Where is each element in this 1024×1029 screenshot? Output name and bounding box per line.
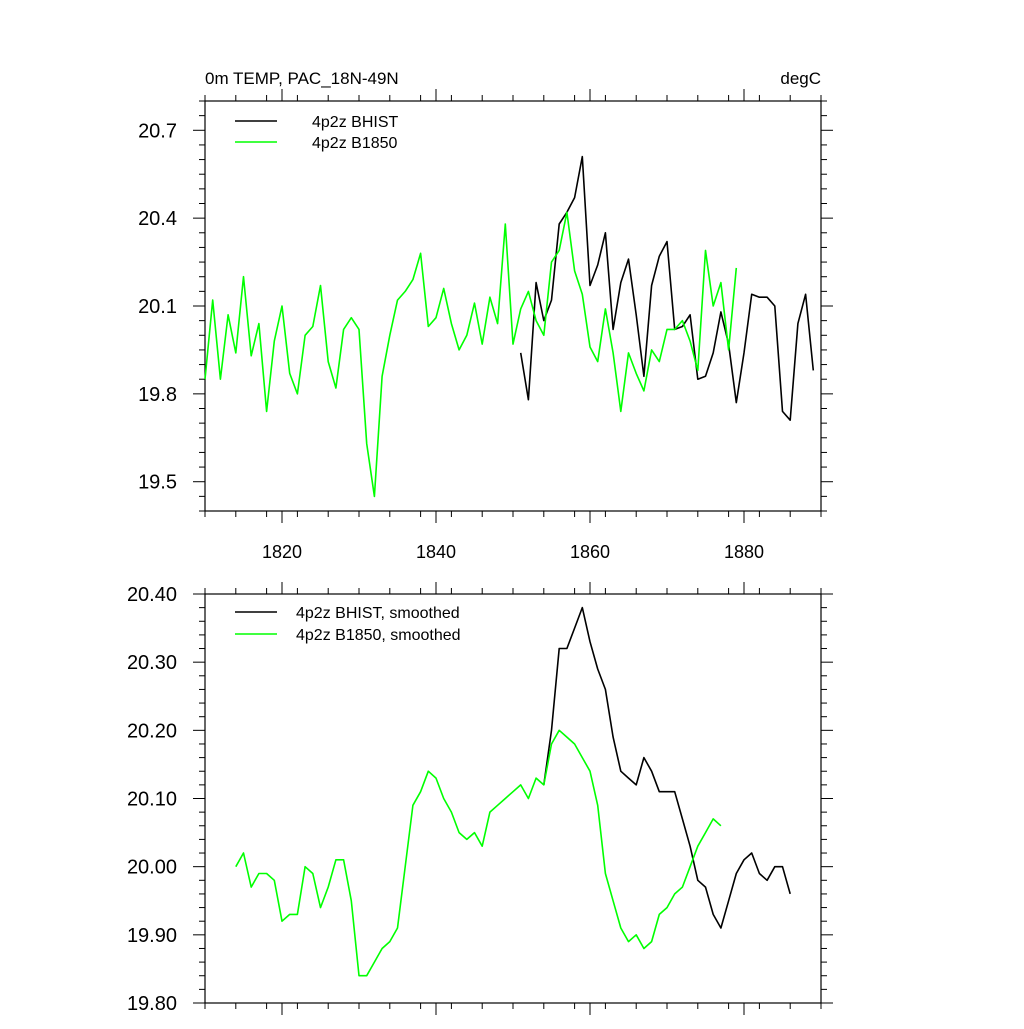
series-line-4p2z-b1850-smoothed	[235, 729, 722, 977]
y-tick-label: 19.90	[127, 925, 177, 947]
x-tick-label: 1820	[262, 542, 302, 562]
plot-frame	[204, 593, 822, 1004]
y-tick-label: 20.10	[127, 789, 177, 811]
top-legend: 4p2z BHIST 4p2z B1850	[235, 114, 398, 152]
x-tick-label: 1840	[416, 542, 456, 562]
x-tick-label: 1880	[724, 542, 764, 562]
top-title-right: degC	[780, 69, 821, 88]
y-tick-label: 20.40	[127, 584, 177, 606]
y-tick-label: 19.5	[138, 472, 177, 494]
bottom-legend: 4p2z BHIST, smoothed 4p2z B1850, smoothe…	[235, 605, 461, 644]
bottom-panel: 4p2z BHIST, smoothed 4p2z B1850, smoothe…	[127, 582, 833, 1015]
y-tick-label: 20.00	[127, 857, 177, 879]
plot-frame	[204, 100, 822, 512]
y-tick-label: 19.8	[138, 384, 177, 406]
legend-label-b1850-smoothed: 4p2z B1850, smoothed	[296, 627, 461, 644]
top-panel: 0m TEMP, PAC_18N-49N degC 4p2z BHIST 4p2…	[138, 69, 833, 562]
series-line-4p2z-bhist-smoothed	[543, 606, 791, 929]
y-tick-label: 20.20	[127, 720, 177, 742]
legend-label-bhist: 4p2z BHIST	[312, 114, 398, 131]
y-tick-label: 19.80	[127, 993, 177, 1015]
legend-label-bhist-smoothed: 4p2z BHIST, smoothed	[296, 605, 460, 622]
y-tick-label: 20.1	[138, 296, 177, 318]
top-title-left: 0m TEMP, PAC_18N-49N	[205, 69, 399, 88]
series-line-4p2z-bhist	[519, 155, 815, 422]
y-tick-label: 20.4	[138, 208, 177, 230]
x-tick-label: 1860	[570, 542, 610, 562]
y-tick-label: 20.30	[127, 652, 177, 674]
legend-label-b1850: 4p2z B1850	[312, 135, 398, 152]
y-tick-label: 20.7	[138, 120, 177, 142]
series-line-4p2z-b1850	[204, 211, 738, 498]
